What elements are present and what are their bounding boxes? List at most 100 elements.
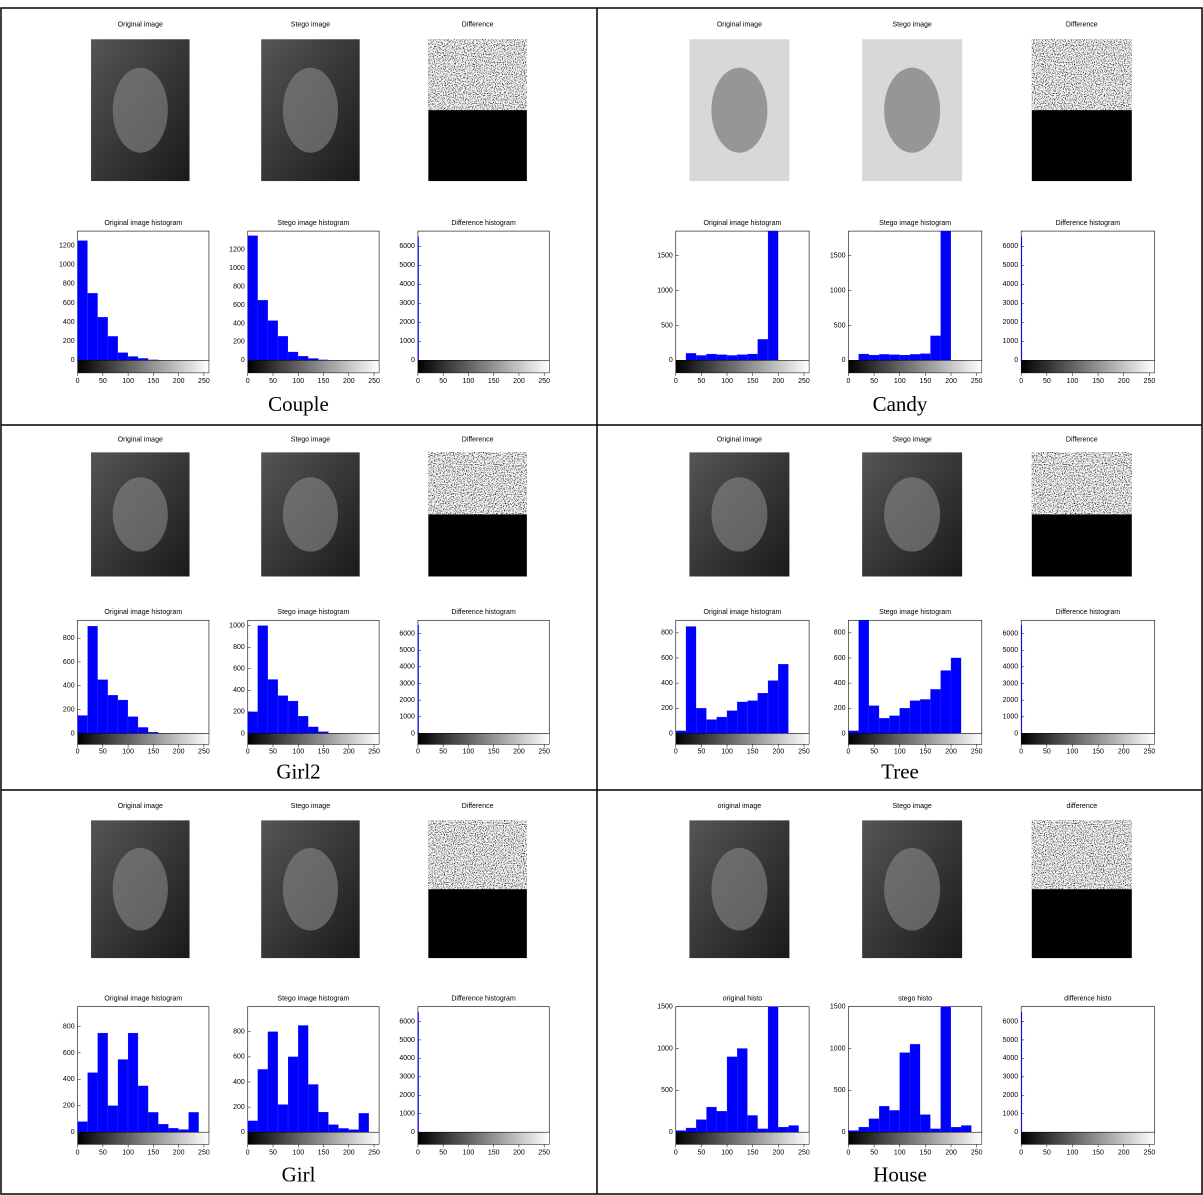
- x-tick-label: 50: [99, 378, 107, 385]
- x-tick-label: 200: [173, 1149, 185, 1156]
- caption: Girl: [282, 1163, 316, 1187]
- x-tick-label: 100: [463, 378, 475, 385]
- bar: [328, 1124, 339, 1133]
- bar: [757, 339, 768, 361]
- y-tick-label: 200: [63, 1103, 75, 1110]
- y-tick-label: 0: [1014, 1129, 1018, 1136]
- x-tick-label: 50: [1043, 749, 1051, 756]
- bar: [767, 230, 779, 361]
- bar: [675, 730, 686, 734]
- y-tick-label: 3000: [399, 1074, 415, 1081]
- bar: [1021, 1012, 1023, 1133]
- y-tick-label: 0: [669, 1129, 673, 1136]
- bar: [868, 354, 880, 361]
- y-tick-label: 200: [233, 339, 245, 346]
- x-tick-label: 200: [1118, 378, 1130, 385]
- colorbar: [417, 733, 550, 745]
- bar: [97, 1032, 108, 1133]
- photo-subject: [884, 67, 941, 153]
- bar: [950, 1127, 962, 1133]
- bar: [685, 626, 697, 734]
- image-title: original image: [718, 803, 762, 810]
- colorbar: [247, 733, 380, 745]
- y-tick-label: 400: [233, 687, 245, 694]
- y-tick-label: 2000: [1003, 1092, 1019, 1099]
- bar: [318, 1111, 329, 1133]
- x-tick-label: 250: [798, 378, 810, 385]
- bar: [940, 670, 951, 734]
- x-tick-label: 0: [246, 378, 250, 385]
- caption: Candy: [873, 392, 928, 416]
- bar: [247, 711, 258, 734]
- bar: [858, 353, 869, 361]
- bar: [889, 1110, 900, 1133]
- bar: [257, 625, 268, 734]
- plot-area: [675, 230, 810, 361]
- y-tick-label: 1200: [59, 242, 75, 249]
- colorbar: [77, 733, 210, 745]
- x-tick-label: 150: [488, 749, 500, 756]
- x-tick-label: 100: [292, 749, 304, 756]
- y-tick-label: 1500: [657, 1004, 673, 1011]
- difference-noise: [1031, 820, 1132, 890]
- bar: [706, 353, 717, 361]
- x-tick-label: 150: [920, 378, 932, 385]
- bar: [1021, 625, 1023, 734]
- bar: [909, 700, 921, 734]
- plot-area: [417, 1006, 550, 1133]
- photo-subject: [112, 477, 168, 552]
- y-tick-label: 0: [71, 1129, 75, 1136]
- y-tick-label: 0: [669, 357, 673, 364]
- y-tick-label: 4000: [1003, 664, 1019, 671]
- x-tick-label: 0: [1019, 749, 1023, 756]
- difference-noise: [428, 452, 527, 515]
- x-tick-label: 250: [798, 749, 810, 756]
- x-tick-label: 50: [698, 749, 706, 756]
- bar: [117, 352, 128, 361]
- y-tick-label: 0: [1014, 730, 1018, 737]
- bar: [696, 708, 707, 734]
- x-tick-label: 50: [439, 749, 447, 756]
- y-tick-label: 1000: [657, 1045, 673, 1052]
- y-tick-label: 6000: [399, 1018, 415, 1025]
- colorbar: [77, 360, 210, 374]
- y-tick-label: 5000: [1003, 262, 1019, 269]
- plot-area: [417, 619, 550, 734]
- chart-title: Stego image histogram: [277, 220, 349, 227]
- bar: [97, 679, 108, 734]
- photo-subject: [884, 477, 941, 552]
- bar: [288, 351, 299, 361]
- x-tick-label: 250: [971, 378, 983, 385]
- bar: [257, 300, 268, 361]
- y-tick-label: 1000: [657, 287, 673, 294]
- bar: [930, 689, 941, 734]
- caption: House: [873, 1163, 927, 1187]
- y-tick-label: 5000: [399, 262, 415, 269]
- bar: [127, 716, 139, 734]
- bar: [178, 1129, 189, 1133]
- y-tick-label: 800: [233, 1029, 245, 1036]
- bar: [308, 1084, 319, 1133]
- x-tick-label: 0: [1019, 1149, 1023, 1156]
- bar: [950, 657, 962, 734]
- bar: [288, 1056, 299, 1133]
- chart-title: Difference histogram: [1056, 220, 1121, 227]
- y-tick-label: 400: [661, 680, 673, 687]
- bar: [358, 1113, 369, 1133]
- bar: [257, 1069, 268, 1133]
- bar: [267, 1031, 278, 1133]
- bar: [158, 1124, 169, 1133]
- bar: [267, 679, 278, 734]
- bar: [117, 699, 128, 734]
- plot-area: [417, 230, 550, 361]
- photo-subject: [282, 847, 339, 931]
- bar: [767, 1006, 779, 1133]
- bar: [920, 1114, 931, 1133]
- bar: [277, 695, 289, 734]
- bar: [107, 695, 118, 734]
- x-tick-label: 50: [99, 749, 107, 756]
- difference-black: [1031, 110, 1132, 182]
- colorbar: [247, 360, 380, 374]
- colorbar: [417, 1131, 550, 1145]
- photo-subject: [282, 477, 339, 552]
